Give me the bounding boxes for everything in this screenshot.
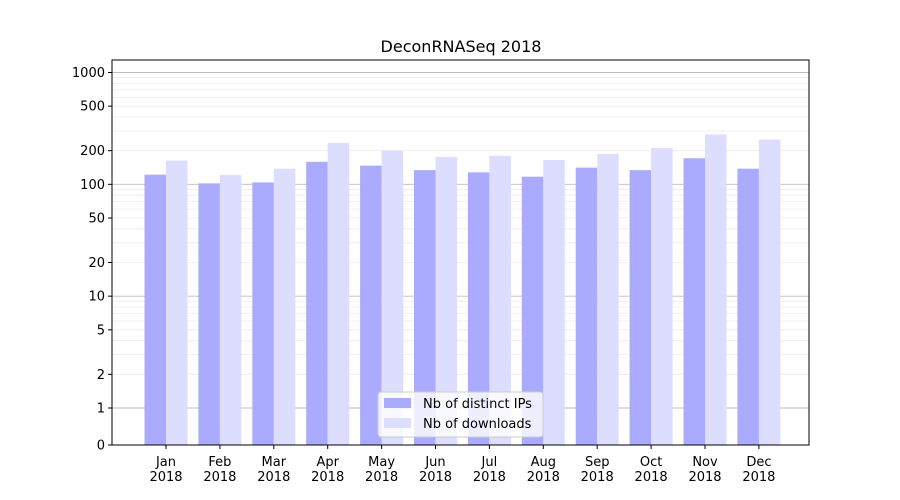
legend-label: Nb of distinct IPs	[423, 397, 532, 412]
x-tick-label: May 2018	[365, 455, 398, 485]
bar-downloads-2	[219, 175, 242, 445]
y-tick-label: 2	[97, 368, 105, 383]
y-tick-label: 100	[80, 178, 105, 193]
bar-distinct-ips-12	[737, 168, 759, 445]
x-tick-label: Mar 2018	[257, 455, 290, 485]
bar-distinct-ips-8	[521, 176, 544, 445]
legend-box	[377, 391, 544, 438]
bar-downloads-7	[489, 155, 511, 446]
x-tick-label: Nov 2018	[688, 455, 721, 485]
x-tick-label: Jan 2018	[149, 455, 182, 485]
bar-downloads-12	[758, 139, 781, 446]
y-tick-label: 0	[97, 439, 105, 454]
bar-distinct-ips-3	[252, 182, 274, 445]
bar-downloads-9	[597, 153, 619, 445]
x-tick-label: Aug 2018	[527, 455, 560, 485]
y-tick-label: 10	[88, 290, 105, 305]
bar-distinct-ips-1	[144, 174, 166, 446]
legend-swatch	[384, 398, 411, 408]
bar-distinct-ips-6	[414, 170, 436, 445]
bar-downloads-11	[705, 134, 727, 445]
bar-distinct-ips-10	[629, 170, 652, 445]
y-tick-label: 200	[80, 144, 105, 159]
bar-downloads-4	[327, 142, 350, 445]
y-axis: 0 1 2 5 10 20 50 100 200 500 1000	[72, 66, 112, 454]
x-tick-label: Jul 2018	[473, 455, 506, 485]
y-tick-label: 1000	[72, 66, 105, 81]
bar-distinct-ips-9	[575, 167, 598, 445]
legend-label: Nb of downloads	[423, 417, 532, 432]
bar-downloads-5	[381, 150, 404, 445]
bar-downloads-6	[435, 156, 457, 445]
x-tick-label: Sep 2018	[581, 455, 614, 485]
x-tick-label: Feb 2018	[203, 455, 236, 485]
x-tick-label: Oct 2018	[635, 455, 668, 485]
x-tick-label: Dec 2018	[742, 455, 775, 485]
bar-distinct-ips-4	[306, 161, 328, 445]
legend-swatch	[384, 418, 411, 428]
bar-downloads-1	[166, 160, 188, 445]
y-tick-label: 1	[97, 402, 105, 417]
chart-title: DeconRNASeq 2018	[381, 37, 542, 56]
bars	[144, 134, 781, 446]
bar-distinct-ips-2	[198, 183, 220, 445]
y-tick-label: 500	[80, 100, 105, 115]
x-axis: Jan 2018 Feb 2018 Mar 2018 Apr 2018 May 2018 Jun 20…	[149, 445, 775, 485]
bar-distinct-ips-5	[360, 165, 382, 445]
y-tick-label: 20	[88, 256, 105, 271]
plot-frame	[111, 59, 810, 446]
x-tick-label: Apr 2018	[311, 455, 344, 485]
bar-downloads-3	[273, 168, 296, 445]
bar-downloads-8	[543, 160, 565, 445]
x-tick-label: Jun 2018	[419, 455, 452, 485]
y-tick-label: 5	[97, 323, 105, 338]
legend: Nb of distinct IPs Nb of downloads	[377, 391, 544, 438]
bar-distinct-ips-7	[467, 172, 490, 445]
bar-downloads-10	[651, 147, 673, 445]
y-tick-label: 50	[88, 211, 105, 226]
bar-distinct-ips-11	[683, 158, 705, 445]
